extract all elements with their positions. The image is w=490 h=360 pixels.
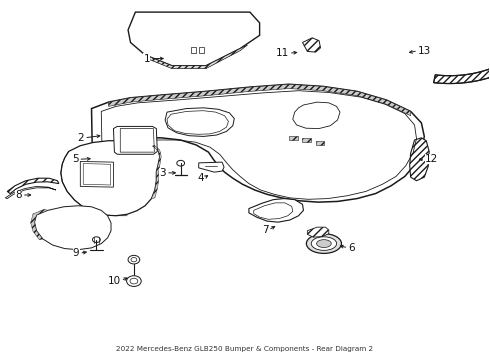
Bar — [192, 48, 196, 53]
Bar — [316, 141, 324, 145]
Text: 8: 8 — [15, 190, 22, 200]
Bar — [302, 138, 311, 143]
Circle shape — [131, 257, 137, 262]
Circle shape — [126, 276, 141, 287]
Text: 9: 9 — [73, 248, 79, 258]
Polygon shape — [30, 209, 48, 240]
Polygon shape — [61, 141, 160, 216]
Ellipse shape — [311, 237, 337, 250]
Text: 11: 11 — [275, 48, 289, 58]
Bar — [199, 48, 203, 53]
Polygon shape — [114, 126, 157, 154]
Polygon shape — [165, 108, 234, 136]
Polygon shape — [410, 138, 429, 181]
Circle shape — [128, 255, 140, 264]
Text: 3: 3 — [159, 168, 166, 178]
Polygon shape — [88, 84, 424, 202]
Polygon shape — [34, 206, 111, 249]
Text: 2: 2 — [77, 133, 84, 143]
Text: 1: 1 — [144, 54, 150, 64]
Polygon shape — [5, 186, 56, 199]
Text: 13: 13 — [418, 46, 431, 56]
Circle shape — [177, 160, 185, 166]
Circle shape — [93, 237, 100, 243]
Polygon shape — [145, 45, 247, 68]
Polygon shape — [151, 145, 161, 199]
Text: 7: 7 — [262, 225, 269, 235]
Ellipse shape — [306, 234, 342, 253]
Polygon shape — [302, 38, 320, 52]
Text: 2022 Mercedes-Benz GLB250 Bumper & Components - Rear Diagram 2: 2022 Mercedes-Benz GLB250 Bumper & Compo… — [117, 346, 373, 352]
Bar — [289, 136, 297, 140]
Text: 10: 10 — [108, 276, 121, 286]
Polygon shape — [7, 178, 59, 194]
Polygon shape — [307, 227, 329, 237]
Polygon shape — [434, 25, 490, 84]
Text: 4: 4 — [197, 173, 203, 183]
Polygon shape — [109, 84, 411, 116]
Text: 5: 5 — [72, 154, 78, 164]
Text: 12: 12 — [425, 154, 439, 164]
Text: 6: 6 — [348, 243, 355, 253]
Polygon shape — [249, 199, 303, 222]
Polygon shape — [128, 12, 260, 66]
Circle shape — [130, 278, 138, 284]
Polygon shape — [199, 162, 224, 172]
Ellipse shape — [317, 240, 331, 248]
Polygon shape — [293, 102, 340, 129]
